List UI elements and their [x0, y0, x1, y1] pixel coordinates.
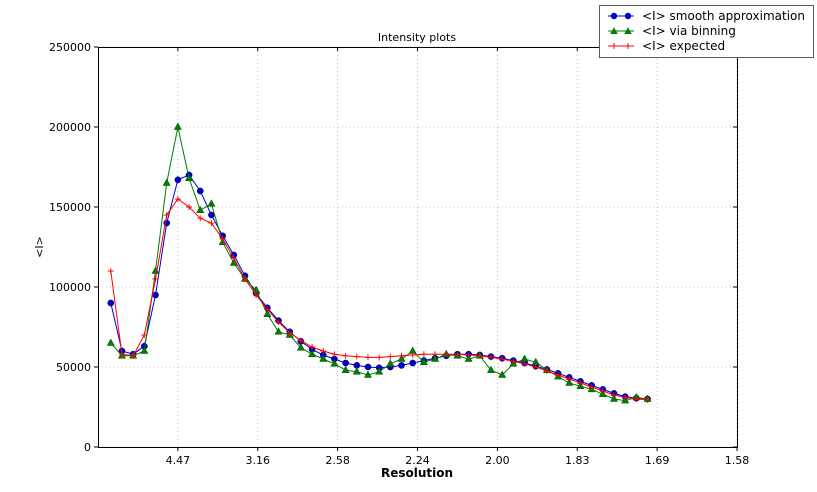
chart-title: Intensity plots	[378, 31, 456, 44]
legend-marker-smooth-circle-icon	[608, 12, 635, 20]
x-tick-label: 1.83	[565, 454, 590, 467]
gridlines	[98, 46, 738, 448]
legend-item-via-binning: <I> via binning	[606, 24, 805, 38]
y-tick-label: 100000	[49, 281, 91, 294]
legend-item-smooth-approximation: <I> smooth approximation	[606, 9, 805, 23]
y-tick-label: 200000	[49, 121, 91, 134]
y-tick-label: 250000	[49, 41, 91, 54]
x-tick-label: 2.24	[405, 454, 430, 467]
x-tick-label: 2.58	[325, 454, 350, 467]
legend: <I> smooth approximation <I> via binning…	[599, 5, 814, 58]
y-tick-label: 150000	[49, 201, 91, 214]
legend-marker-expected-plus-icon	[608, 43, 635, 49]
series-1	[106, 122, 652, 404]
axes-frame	[98, 47, 738, 448]
legend-item-expected: <I> expected	[606, 39, 805, 53]
tick-labels: 4.47 3.16 2.58 2.24 2.00 1.83 1.69 1.58 0 50000 10…	[49, 41, 749, 467]
legend-label: <I> via binning	[642, 24, 736, 38]
x-axis-label: Resolution	[381, 466, 453, 480]
x-tick-label: 3.16	[246, 454, 271, 467]
legend-label: <I> expected	[642, 39, 726, 53]
series-2	[107, 196, 651, 403]
x-tick-label: 1.58	[725, 454, 750, 467]
tick-marks	[94, 46, 738, 451]
x-tick-label: 4.47	[166, 454, 191, 467]
y-tick-label: 50000	[56, 361, 91, 374]
plot-area: 4.47 3.16 2.58 2.24 2.00 1.83 1.69 1.58 0 50000 10…	[49, 41, 749, 467]
legend-marker-binning-triangle-icon	[608, 27, 635, 34]
legend-label: <I> smooth approximation	[642, 9, 805, 23]
x-tick-label: 1.69	[645, 454, 670, 467]
y-axis-label: <I>	[33, 236, 46, 258]
y-tick-label: 0	[84, 441, 91, 454]
x-tick-label: 2.00	[485, 454, 510, 467]
